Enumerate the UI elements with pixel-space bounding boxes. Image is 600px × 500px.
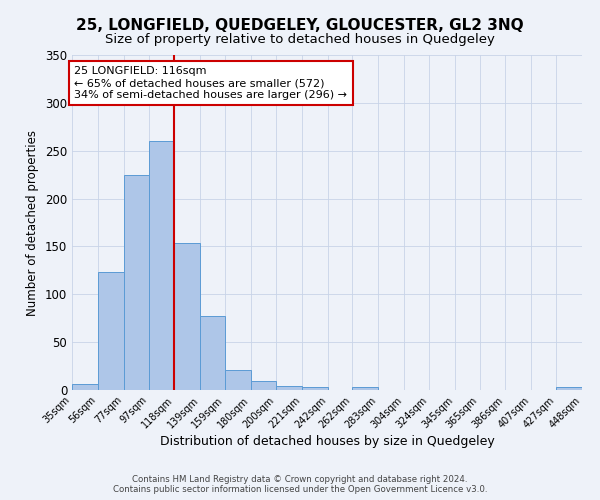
Bar [302,387,328,390]
Bar [276,386,302,390]
Bar [72,384,98,390]
Bar [149,141,175,390]
Bar [98,272,124,390]
Y-axis label: Number of detached properties: Number of detached properties [26,130,40,316]
Bar [124,174,149,390]
Text: Size of property relative to detached houses in Quedgeley: Size of property relative to detached ho… [105,32,495,46]
Bar [556,387,582,390]
Text: Contains HM Land Registry data © Crown copyright and database right 2024.
Contai: Contains HM Land Registry data © Crown c… [113,474,487,494]
Bar [225,370,251,390]
Bar [251,382,276,390]
Text: 25, LONGFIELD, QUEDGELEY, GLOUCESTER, GL2 3NQ: 25, LONGFIELD, QUEDGELEY, GLOUCESTER, GL… [76,18,524,32]
Text: 25 LONGFIELD: 116sqm
← 65% of detached houses are smaller (572)
34% of semi-deta: 25 LONGFIELD: 116sqm ← 65% of detached h… [74,66,347,100]
Bar [200,316,225,390]
Bar [352,387,378,390]
X-axis label: Distribution of detached houses by size in Quedgeley: Distribution of detached houses by size … [160,436,494,448]
Bar [175,242,200,390]
